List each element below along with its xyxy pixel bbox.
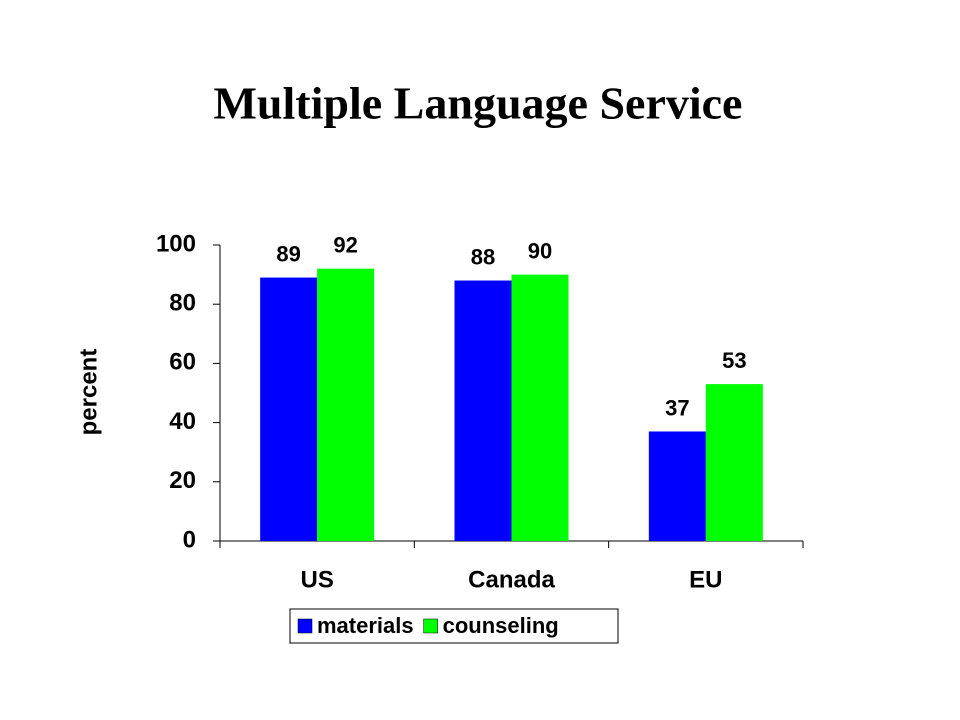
- bar: [705, 384, 763, 541]
- bar: [317, 268, 375, 541]
- y-tick-label: 100: [156, 230, 196, 257]
- legend-swatch: [423, 618, 438, 634]
- value-label: 90: [528, 238, 552, 263]
- y-tick-label: 80: [169, 290, 196, 317]
- bar: [648, 431, 706, 541]
- x-tick-label: EU: [689, 566, 722, 593]
- value-label: 53: [722, 348, 746, 373]
- legend-label: counseling: [443, 613, 559, 638]
- y-axis-label: percent: [75, 349, 102, 436]
- y-tick-label: 0: [183, 526, 196, 553]
- bar: [511, 274, 569, 541]
- value-label: 37: [665, 395, 689, 420]
- legend-swatch: [297, 618, 313, 634]
- y-tick-label: 60: [169, 349, 196, 376]
- legend-label: materials: [317, 613, 414, 638]
- value-label: 89: [276, 241, 300, 266]
- x-tick-label: US: [300, 566, 333, 593]
- chart-title: Multiple Language Service: [214, 78, 743, 129]
- legend-box: [289, 608, 619, 644]
- bar: [454, 280, 512, 541]
- value-label: 92: [333, 232, 357, 257]
- y-tick-label: 20: [169, 467, 196, 494]
- value-label: 88: [471, 244, 495, 269]
- bar: [260, 277, 318, 541]
- y-tick-label: 40: [169, 408, 196, 435]
- x-tick-label: Canada: [468, 566, 555, 593]
